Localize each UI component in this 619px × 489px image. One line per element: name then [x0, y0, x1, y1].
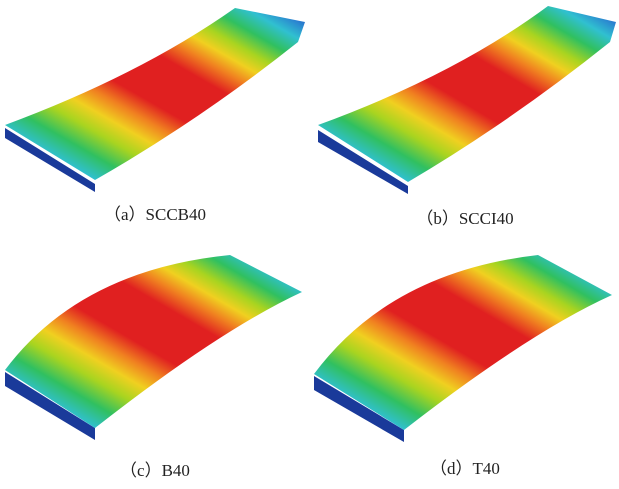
panel-a: （a）SCCB40: [5, 8, 305, 224]
caption: （d）T40: [430, 459, 500, 478]
panel-d: （d）T40: [314, 255, 612, 478]
caption: （a）SCCB40: [104, 205, 206, 224]
beam-deck: [318, 6, 616, 182]
caption: （c）B40: [120, 461, 190, 480]
panel-b: （b）SCCI40: [318, 6, 616, 228]
caption: （b）SCCI40: [416, 209, 513, 228]
beam-deck: [5, 8, 305, 180]
panel-c: （c）B40: [5, 255, 302, 480]
figure: （a）SCCB40 （b）SCCI40 （c）B40 （d）T40: [0, 0, 619, 489]
